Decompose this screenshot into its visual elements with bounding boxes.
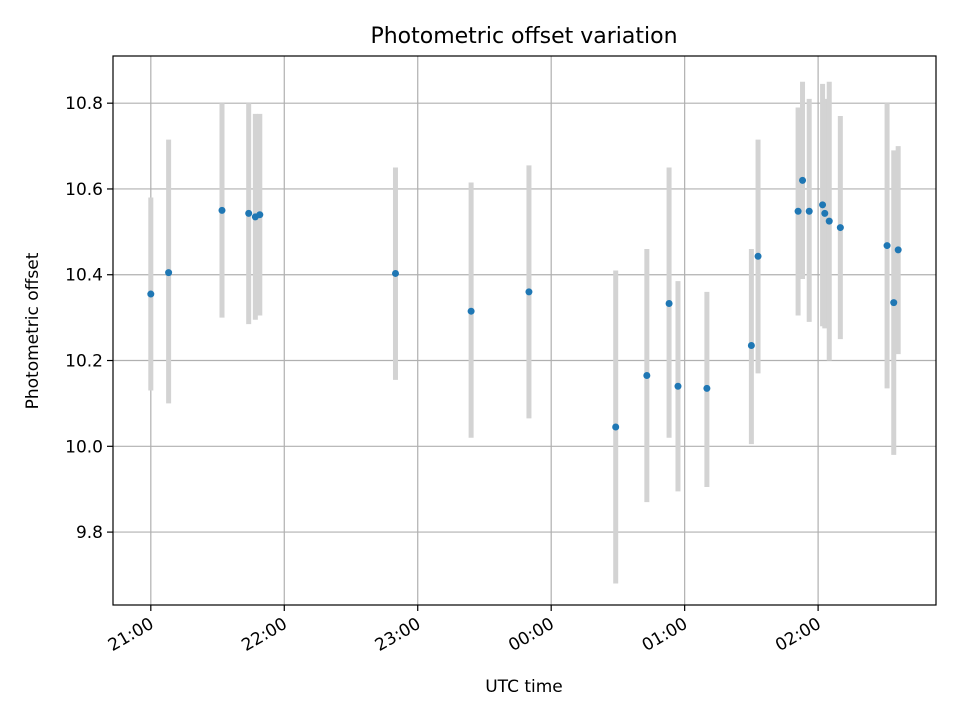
x-tick-label: 23:00 <box>372 614 424 656</box>
data-point <box>825 217 833 225</box>
data-point <box>890 299 898 307</box>
y-axis-ticks: 9.8 10.0 10.2 10.4 10.6 10.8 <box>65 94 113 543</box>
data-point <box>799 176 807 184</box>
y-tick-label: 10.8 <box>65 94 103 114</box>
data-point <box>245 209 253 217</box>
y-tick-label: 9.8 <box>76 523 103 543</box>
data-point <box>467 307 475 315</box>
data-point <box>819 201 827 209</box>
error-bars <box>148 81 901 584</box>
data-point <box>147 290 155 298</box>
data-point <box>836 224 844 232</box>
data-point <box>894 246 902 254</box>
plot-frame <box>112 55 937 606</box>
data-point <box>256 211 264 219</box>
data-point <box>674 382 682 390</box>
data-point <box>805 207 813 215</box>
y-tick-label: 10.2 <box>65 352 103 372</box>
data-points <box>147 176 902 431</box>
data-point <box>165 269 173 277</box>
data-point <box>218 206 226 214</box>
data-point <box>747 342 755 350</box>
data-point <box>703 384 711 392</box>
x-tick-label: 00:00 <box>505 614 557 656</box>
data-point <box>754 252 762 260</box>
y-axis-label: Photometric offset <box>23 252 43 409</box>
data-point <box>665 299 673 307</box>
data-point <box>794 207 802 215</box>
x-tick-label: 02:00 <box>772 614 824 656</box>
y-tick-label: 10.0 <box>65 437 103 457</box>
grid <box>113 56 936 605</box>
data-point <box>883 242 891 250</box>
x-axis-label: UTC time <box>485 677 563 697</box>
data-point <box>391 269 399 277</box>
x-tick-label: 21:00 <box>105 614 157 656</box>
x-tick-label: 22:00 <box>238 614 290 656</box>
data-point <box>525 288 533 296</box>
data-point <box>643 372 651 380</box>
chart-title: Photometric offset variation <box>370 24 677 49</box>
x-tick-label: 01:00 <box>639 614 691 656</box>
y-tick-label: 10.6 <box>65 180 103 200</box>
data-point <box>821 209 829 217</box>
x-axis-ticks: 21:00 22:00 23:00 00:00 01:00 02:00 <box>105 605 825 656</box>
data-point <box>612 423 620 431</box>
y-tick-label: 10.4 <box>65 266 103 286</box>
